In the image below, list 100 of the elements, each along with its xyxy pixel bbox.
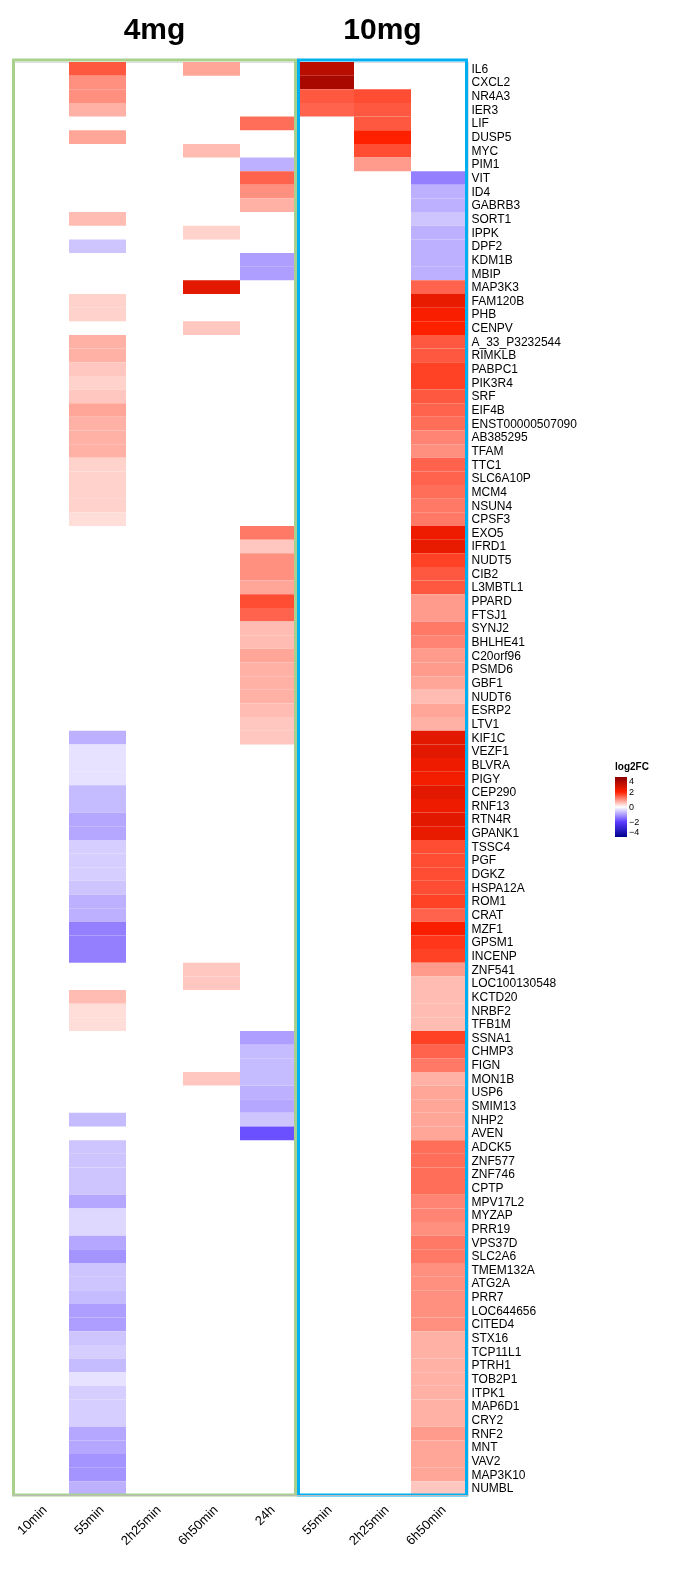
y-tick-label: SLC6A10P [471,471,531,486]
y-tick-label: HSPA12A [471,880,525,895]
y-tick-label: SYNJ2 [471,621,510,636]
y-tick-label: PIK3R4 [471,375,514,390]
y-tick-label: GBF1 [471,675,504,690]
y-tick-label: ESRP2 [471,703,512,718]
y-tick-label: DGKZ [471,867,505,882]
y-tick-label: IPPK [471,225,499,240]
y-tick-label: NR4A3 [471,89,511,104]
y-tick-label: PGF [471,853,497,868]
y-tick-label: VEZF1 [471,744,510,759]
y-tick-label: ITPK1 [471,1385,506,1400]
y-tick-label: MAP3K3 [471,280,520,295]
y-tick-label: GPSM1 [471,935,514,950]
y-tick-label: LTV1 [471,716,500,731]
y-tick-label: TOB2P1 [471,1372,518,1386]
y-tick-label: ID4 [471,184,491,199]
y-tick-label: VIT [471,171,491,185]
y-tick-label: RIMKLB [471,348,517,363]
y-tick-label: TTC1 [471,457,502,472]
y-tick-label: TSSC4 [471,839,511,854]
y-tick-label: DPF2 [471,239,503,254]
y-tick-label: TFAM [471,443,504,458]
y-tick-label: NUDT5 [471,553,512,568]
y-tick-label: CPSF3 [471,512,511,527]
y-tick-label: BHLHE41 [471,635,526,650]
y-tick-label: SORT1 [471,211,512,226]
y-tick-label: FAM120B [471,293,525,308]
y-tick-label: BLVRA [471,757,510,772]
y-tick-label: ZNF577 [471,1153,516,1168]
y-tick-label: PABPC1 [471,362,519,377]
y-tick-label: ZNF541 [471,962,516,977]
y-tick-label: MAP3K10 [471,1467,526,1482]
y-tick-label: SMIM13 [471,1099,517,1114]
y-tick-label: CXCL2 [471,75,511,90]
y-tick-label: SSNA1 [471,1030,512,1045]
y-tick-label: MAP6D1 [471,1399,520,1414]
y-tick-label: NUMBL [471,1481,514,1496]
y-tick-label: GPANK1 [471,826,520,841]
y-tick-label: NRBF2 [471,1003,512,1018]
text: 10mg [343,12,422,45]
y-tick-label: RNF2 [471,1426,504,1441]
y-tick-label: KCTD20 [471,989,518,1004]
y-tick-label: MYC [471,143,499,158]
y-tick-label: NUDT6 [471,689,512,704]
y-tick-label: RTN4R [471,812,512,827]
legend-title: log2FC [615,761,649,772]
y-tick-label: NSUN4 [471,498,513,513]
text: 4mg [123,12,186,45]
color-bar-label: −2 [629,817,640,827]
y-tick-label: TCP11L1 [471,1344,522,1359]
y-tick-label: PIGY [471,771,501,786]
y-tick-label: IL6 [471,61,489,76]
color-bar-label: 2 [629,787,635,797]
y-tick-label: DUSP5 [471,130,512,145]
y-tick-label: ROM1 [471,894,507,909]
y-tick-label: STX16 [471,1331,509,1346]
y-tick-label: ZNF746 [471,1167,516,1182]
y-tick-label: MNT [471,1440,499,1455]
y-tick-label: L3MBTL1 [471,580,524,595]
y-tick-label: IER3 [471,102,499,117]
y-tick-label: AVEN [471,1126,504,1141]
y-tick-label: CPTP [471,1180,504,1195]
y-tick-label: TFB1M [471,1017,511,1032]
y-tick-label: INCENP [471,948,517,963]
y-tick-label: LOC100130548 [471,976,557,991]
y-tick-label: PTRH1 [471,1358,512,1373]
y-tick-label: MYZAP [471,1208,513,1223]
y-tick-label: EXO5 [471,525,504,540]
y-tick-label: MBIP [471,266,501,281]
y-tick-label: A_33_P3232544 [471,334,562,349]
y-tick-label: FTSJ1 [471,607,508,622]
y-tick-label: CITED4 [471,1317,515,1332]
y-tick-label: RNF13 [471,798,510,813]
y-tick-label: MON1B [471,1071,515,1086]
y-tick-label: TMEM132A [471,1262,535,1277]
y-tick-label: VAV2 [471,1453,501,1468]
y-tick-label: SLC2A6 [471,1249,517,1264]
y-tick-label: PRR19 [471,1221,511,1236]
y-tick-label: CENPV [471,321,513,336]
y-tick-label: AB385295 [471,430,528,445]
y-tick-label: C20orf96 [471,648,522,663]
y-tick-label: SRF [471,389,496,404]
y-tick-label: CRAT [471,907,504,922]
y-tick-label: LIF [471,116,489,131]
color-bar-label: 0 [629,802,635,812]
y-tick-label: PPARD [471,594,513,609]
y-tick-label: ATG2A [471,1276,510,1291]
y-tick-label: GABRB3 [471,198,521,213]
y-tick-label: MZF1 [471,921,504,936]
y-tick-label: CIB2 [471,566,499,581]
color-bar-label: −4 [629,827,640,837]
y-tick-label: PRR7 [471,1290,504,1305]
y-tick-label: CEP290 [471,785,517,800]
y-tick-label: LOC644656 [471,1303,537,1318]
y-tick-label: USP6 [471,1085,504,1100]
y-tick-label: ADCK5 [471,1139,512,1154]
y-tick-label: IFRD1 [471,539,507,554]
color-bar-label: 4 [629,776,635,786]
y-tick-label: KIF1C [471,730,506,745]
